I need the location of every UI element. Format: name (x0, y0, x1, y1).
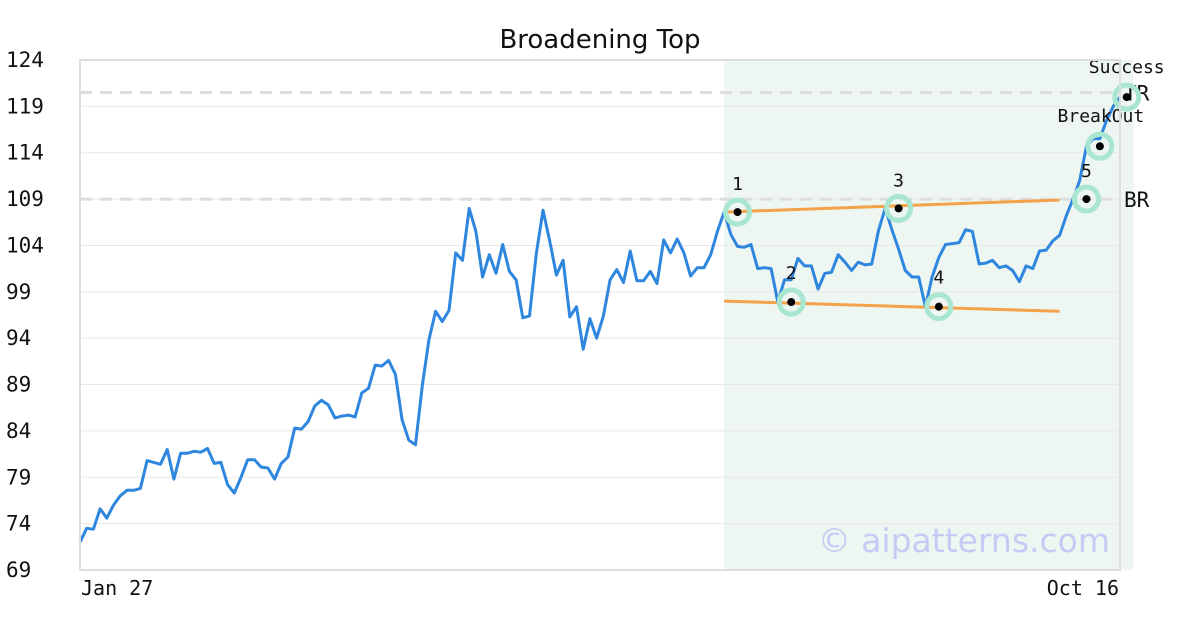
x-tick-label-start: Jan 27 (81, 576, 153, 600)
annotation-label: 5 (1081, 161, 1092, 182)
y-tick-label: 84 (6, 419, 31, 443)
annotation-marker (884, 193, 914, 223)
y-axis: 124 119 114 109 104 99 94 89 84 79 74 69 (6, 48, 44, 582)
annotation-dot (934, 302, 943, 311)
annotation-dot (787, 298, 796, 307)
annotation-label: 3 (893, 170, 904, 191)
pattern-annotations: 1 2 3 4 5 BreakOut Success (723, 57, 1165, 322)
y-tick-label: 119 (6, 94, 44, 118)
annotation-marker (1112, 82, 1142, 112)
y-tick-label: 74 (6, 512, 31, 536)
y-tick-label: 109 (6, 187, 44, 211)
annotation-dot (1082, 195, 1091, 204)
annotation-label: 4 (933, 268, 944, 289)
y-tick-label: 124 (6, 48, 44, 72)
annotation-dot (1122, 93, 1131, 102)
annotation-dot (1095, 142, 1104, 151)
y-tick-label: 69 (6, 558, 31, 582)
plot-frame (79, 59, 1121, 571)
price-line (78, 96, 1122, 543)
annotation-marker (1071, 184, 1101, 214)
annotation-marker (924, 292, 954, 322)
annotation-label: Success (1089, 57, 1165, 78)
annotation-dot (733, 208, 742, 217)
annotation-marker (776, 287, 806, 317)
annotation-label: 1 (732, 174, 743, 195)
y-tick-label: 99 (6, 280, 31, 304)
trendline (724, 198, 1060, 214)
watermark: © aipatterns.com (818, 521, 1110, 560)
y-tick-label: 89 (6, 373, 31, 397)
chart-title: Broadening Top (499, 25, 700, 55)
annotation-marker (723, 197, 753, 227)
y-tick-label: 114 (6, 141, 44, 165)
annotation-label: 2 (786, 263, 797, 284)
reference-line-label: BR (1124, 188, 1150, 212)
x-tick-label-end: Oct 16 (1047, 576, 1119, 600)
annotation-dot (894, 204, 903, 213)
y-tick-label: 79 (6, 465, 31, 489)
annotation-marker (1085, 131, 1115, 161)
y-tick-label: 94 (6, 326, 31, 350)
annotation-label: BreakOut (1058, 106, 1145, 127)
y-tick-label: 104 (6, 233, 44, 257)
